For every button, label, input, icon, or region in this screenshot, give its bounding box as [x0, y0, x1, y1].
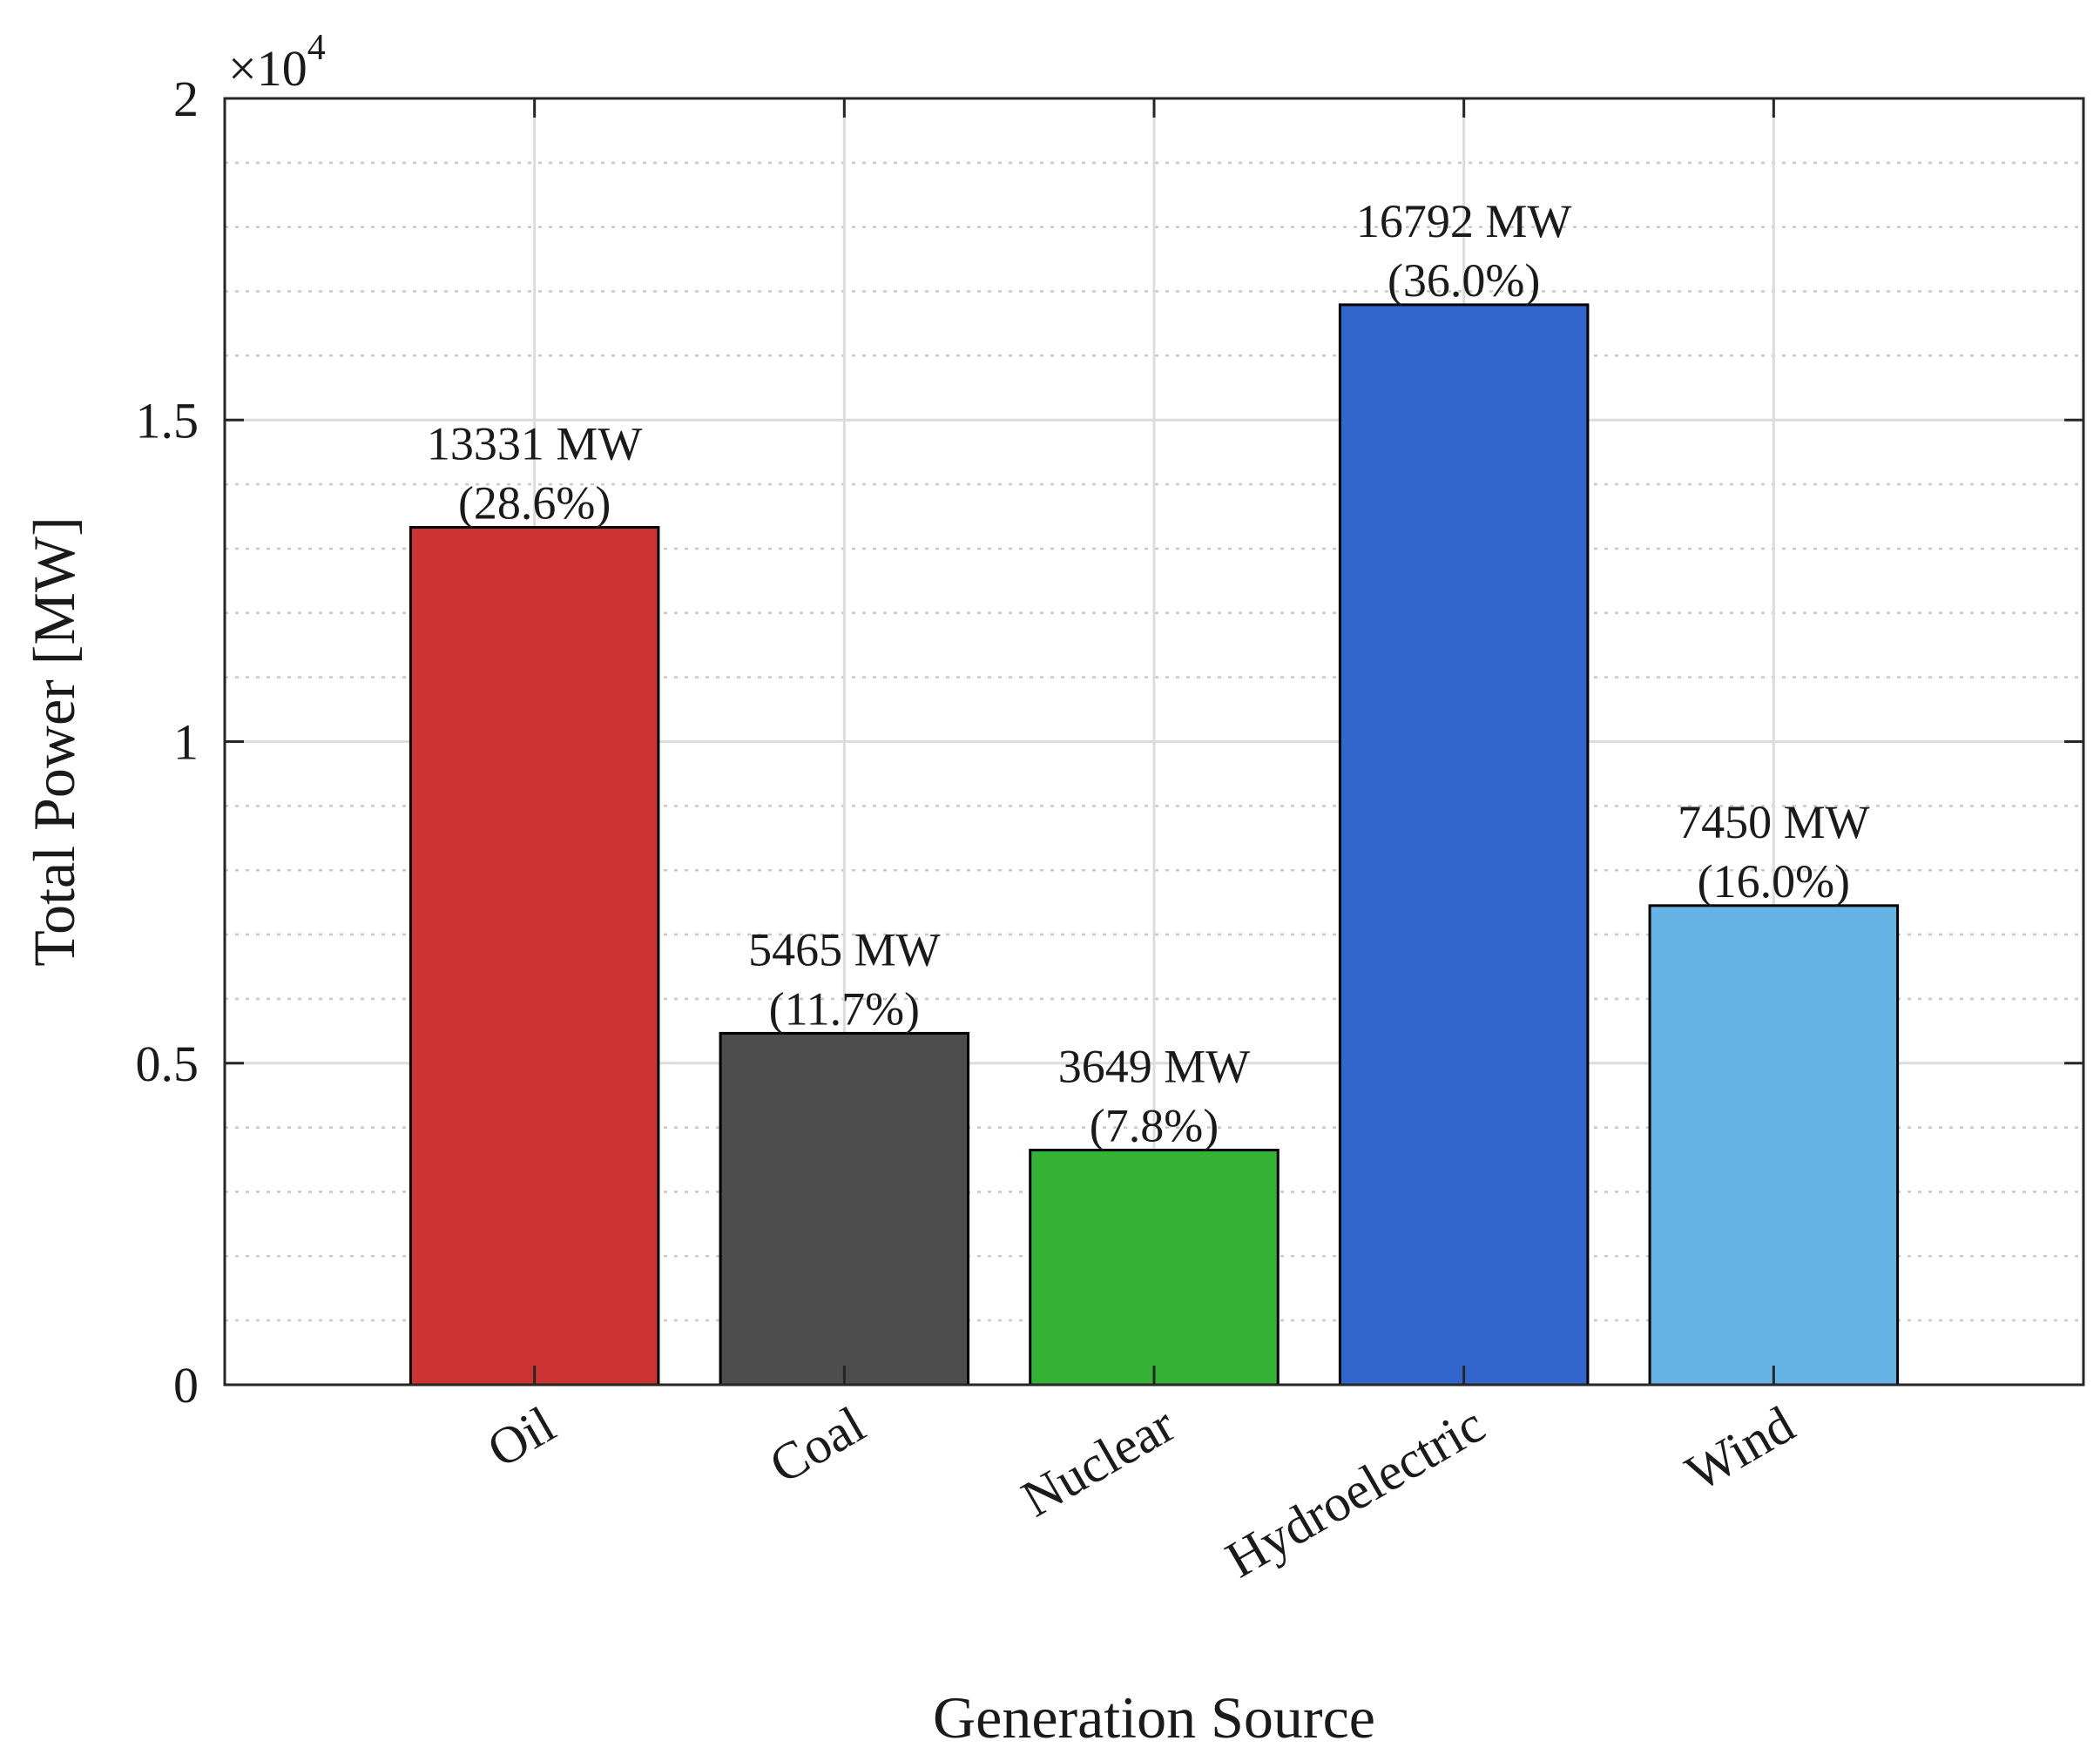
- data-label-value: 3649 MW: [1058, 1041, 1251, 1093]
- y-tick-label: 2: [173, 71, 199, 127]
- data-label-percent: (36.0%): [1388, 254, 1540, 307]
- data-label-percent: (7.8%): [1090, 1100, 1219, 1152]
- x-tick-label-coal: Coal: [760, 1395, 874, 1494]
- bar-oil: [409, 526, 660, 1387]
- bar-coal: [719, 1031, 970, 1387]
- data-label-percent: (28.6%): [458, 477, 611, 530]
- ticks-layer: [225, 97, 2083, 1387]
- x-axis-label: Generation Source: [933, 1684, 1375, 1751]
- x-tick-label-oil: Oil: [478, 1395, 564, 1478]
- bar-hydroelectric: [1338, 303, 1590, 1387]
- bar-wind: [1648, 904, 1900, 1387]
- y-tick-label: 0.5: [136, 1036, 199, 1092]
- bars-layer: [409, 303, 1900, 1387]
- y-exponent-base: ×10: [228, 40, 307, 97]
- data-label-value: 13331 MW: [427, 418, 643, 470]
- x-tick-label-hydroelectric: Hydroelectric: [1217, 1395, 1495, 1589]
- bar-nuclear: [1029, 1149, 1280, 1387]
- x-tick-label-wind: Wind: [1676, 1395, 1803, 1502]
- labels-layer: 13331 MW (28.6%) 5465 MW (11.7%) 3649 MW (7.8…: [136, 71, 1870, 1589]
- y-tick-label: 1.5: [136, 392, 199, 449]
- data-label-value: 5465 MW: [748, 923, 941, 975]
- y-exponent-power: 4: [307, 28, 326, 68]
- y-axis-exponent-label: ×104: [228, 28, 326, 97]
- data-label-value: 16792 MW: [1356, 195, 1572, 247]
- x-tick-label-nuclear: Nuclear: [1012, 1395, 1184, 1528]
- y-axis-label: Total Power [MW]: [21, 516, 87, 966]
- data-label-value: 7450 MW: [1678, 796, 1870, 848]
- data-label-percent: (16.0%): [1698, 855, 1850, 907]
- y-tick-label: 0: [173, 1357, 199, 1414]
- data-label-percent: (11.7%): [769, 982, 920, 1035]
- y-tick-label: 1: [173, 714, 199, 771]
